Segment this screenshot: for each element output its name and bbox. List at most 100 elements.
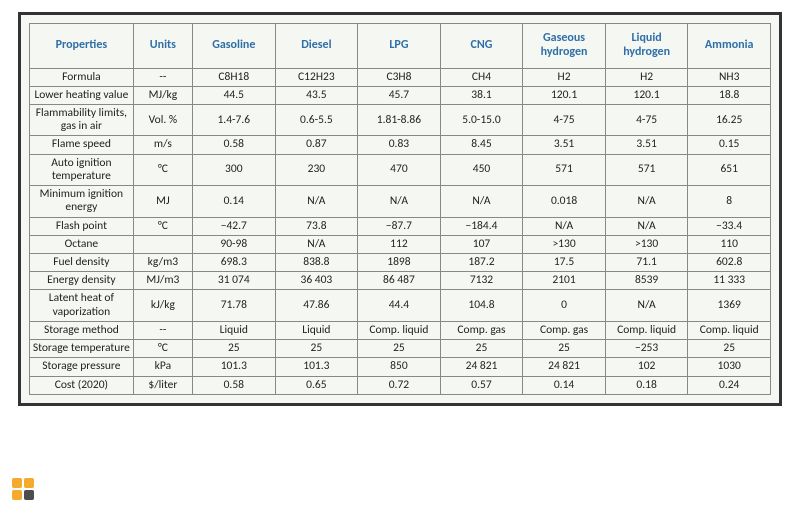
unit-cell: MJ	[133, 186, 192, 217]
value-cell: 102	[605, 358, 688, 376]
value-cell: 17.5	[523, 254, 606, 272]
value-cell: 25	[440, 340, 523, 358]
table-row: Fuel densitykg/m3698.3838.81898187.217.5…	[30, 254, 771, 272]
column-header: CNG	[440, 24, 523, 69]
value-cell: 3.51	[523, 136, 606, 154]
value-cell: N/A	[605, 217, 688, 235]
value-cell: 0	[523, 290, 606, 321]
value-cell: 0.83	[358, 136, 441, 154]
property-cell: Formula	[30, 68, 134, 86]
property-cell: Cost (2020)	[30, 376, 134, 394]
unit-cell: Vol. %	[133, 105, 192, 136]
property-cell: Flammability limits, gas in air	[30, 105, 134, 136]
unit-cell: kPa	[133, 358, 192, 376]
column-header: Diesel	[275, 24, 358, 69]
value-cell: C8H18	[193, 68, 276, 86]
value-cell: 7132	[440, 272, 523, 290]
table-row: Energy densityMJ/m331 07436 40386 487713…	[30, 272, 771, 290]
value-cell: 71.78	[193, 290, 276, 321]
value-cell: 1.4-7.6	[193, 105, 276, 136]
value-cell: 0.65	[275, 376, 358, 394]
value-cell: 120.1	[523, 86, 606, 104]
value-cell: 0.14	[193, 186, 276, 217]
value-cell: 0.24	[688, 376, 771, 394]
value-cell: Comp. gas	[523, 321, 606, 339]
value-cell: −184.4	[440, 217, 523, 235]
property-cell: Storage method	[30, 321, 134, 339]
value-cell: 36 403	[275, 272, 358, 290]
table-row: Octane90-98N/A112107>130>130110	[30, 235, 771, 253]
brand-logo-icon	[6, 470, 50, 510]
value-cell: 571	[523, 154, 606, 185]
property-cell: Auto ignition temperature	[30, 154, 134, 185]
unit-cell	[133, 235, 192, 253]
value-cell: 3.51	[605, 136, 688, 154]
value-cell: 1030	[688, 358, 771, 376]
value-cell: 25	[523, 340, 606, 358]
table-row: Minimum ignition energyMJ0.14N/AN/AN/A0.…	[30, 186, 771, 217]
value-cell: Liquid	[275, 321, 358, 339]
value-cell: Liquid	[193, 321, 276, 339]
value-cell: C3H8	[358, 68, 441, 86]
value-cell: 651	[688, 154, 771, 185]
value-cell: 24 821	[440, 358, 523, 376]
value-cell: 602.8	[688, 254, 771, 272]
value-cell: 300	[193, 154, 276, 185]
value-cell: 0.72	[358, 376, 441, 394]
value-cell: 2101	[523, 272, 606, 290]
value-cell: >130	[523, 235, 606, 253]
value-cell: N/A	[275, 186, 358, 217]
unit-cell: °C	[133, 217, 192, 235]
value-cell: NH3	[688, 68, 771, 86]
value-cell: 45.7	[358, 86, 441, 104]
fuel-properties-table: PropertiesUnitsGasolineDieselLPGCNGGaseo…	[29, 23, 771, 395]
table-row: Storage temperature°C2525252525−25325	[30, 340, 771, 358]
value-cell: Comp. gas	[440, 321, 523, 339]
value-cell: 230	[275, 154, 358, 185]
value-cell: 1898	[358, 254, 441, 272]
value-cell: N/A	[358, 186, 441, 217]
value-cell: −33.4	[688, 217, 771, 235]
value-cell: 107	[440, 235, 523, 253]
value-cell: 698.3	[193, 254, 276, 272]
table-row: Storage method--LiquidLiquidComp. liquid…	[30, 321, 771, 339]
value-cell: 101.3	[275, 358, 358, 376]
property-cell: Storage temperature	[30, 340, 134, 358]
property-cell: Storage pressure	[30, 358, 134, 376]
value-cell: 120.1	[605, 86, 688, 104]
value-cell: 110	[688, 235, 771, 253]
column-header: Ammonia	[688, 24, 771, 69]
value-cell: 31 074	[193, 272, 276, 290]
value-cell: −42.7	[193, 217, 276, 235]
column-header: Properties	[30, 24, 134, 69]
value-cell: 44.4	[358, 290, 441, 321]
value-cell: 25	[275, 340, 358, 358]
value-cell: −87.7	[358, 217, 441, 235]
value-cell: 71.1	[605, 254, 688, 272]
value-cell: H2	[523, 68, 606, 86]
column-header: LPG	[358, 24, 441, 69]
unit-cell: --	[133, 68, 192, 86]
table-row: Latent heat of vaporizationkJ/kg71.7847.…	[30, 290, 771, 321]
value-cell: 571	[605, 154, 688, 185]
table-row: Formula--C8H18C12H23C3H8CH4H2H2NH3	[30, 68, 771, 86]
column-header: Gaseous hydrogen	[523, 24, 606, 69]
table-row: Flash point°C−42.773.8−87.7−184.4N/AN/A−…	[30, 217, 771, 235]
unit-cell: --	[133, 321, 192, 339]
unit-cell: kg/m3	[133, 254, 192, 272]
column-header: Liquid hydrogen	[605, 24, 688, 69]
value-cell: 44.5	[193, 86, 276, 104]
value-cell: 43.5	[275, 86, 358, 104]
unit-cell: $/liter	[133, 376, 192, 394]
value-cell: N/A	[523, 217, 606, 235]
table-row: Cost (2020)$/liter0.580.650.720.570.14 0.…	[30, 376, 771, 394]
value-cell: N/A	[605, 186, 688, 217]
value-cell: 0.58	[193, 376, 276, 394]
value-cell: 0.14	[523, 376, 606, 394]
value-cell: N/A	[440, 186, 523, 217]
value-cell: 0.57	[440, 376, 523, 394]
property-cell: Flame speed	[30, 136, 134, 154]
value-cell: 0.018	[523, 186, 606, 217]
table-row: Storage pressurekPa101.3101.385024 82124…	[30, 358, 771, 376]
value-cell: 25	[688, 340, 771, 358]
